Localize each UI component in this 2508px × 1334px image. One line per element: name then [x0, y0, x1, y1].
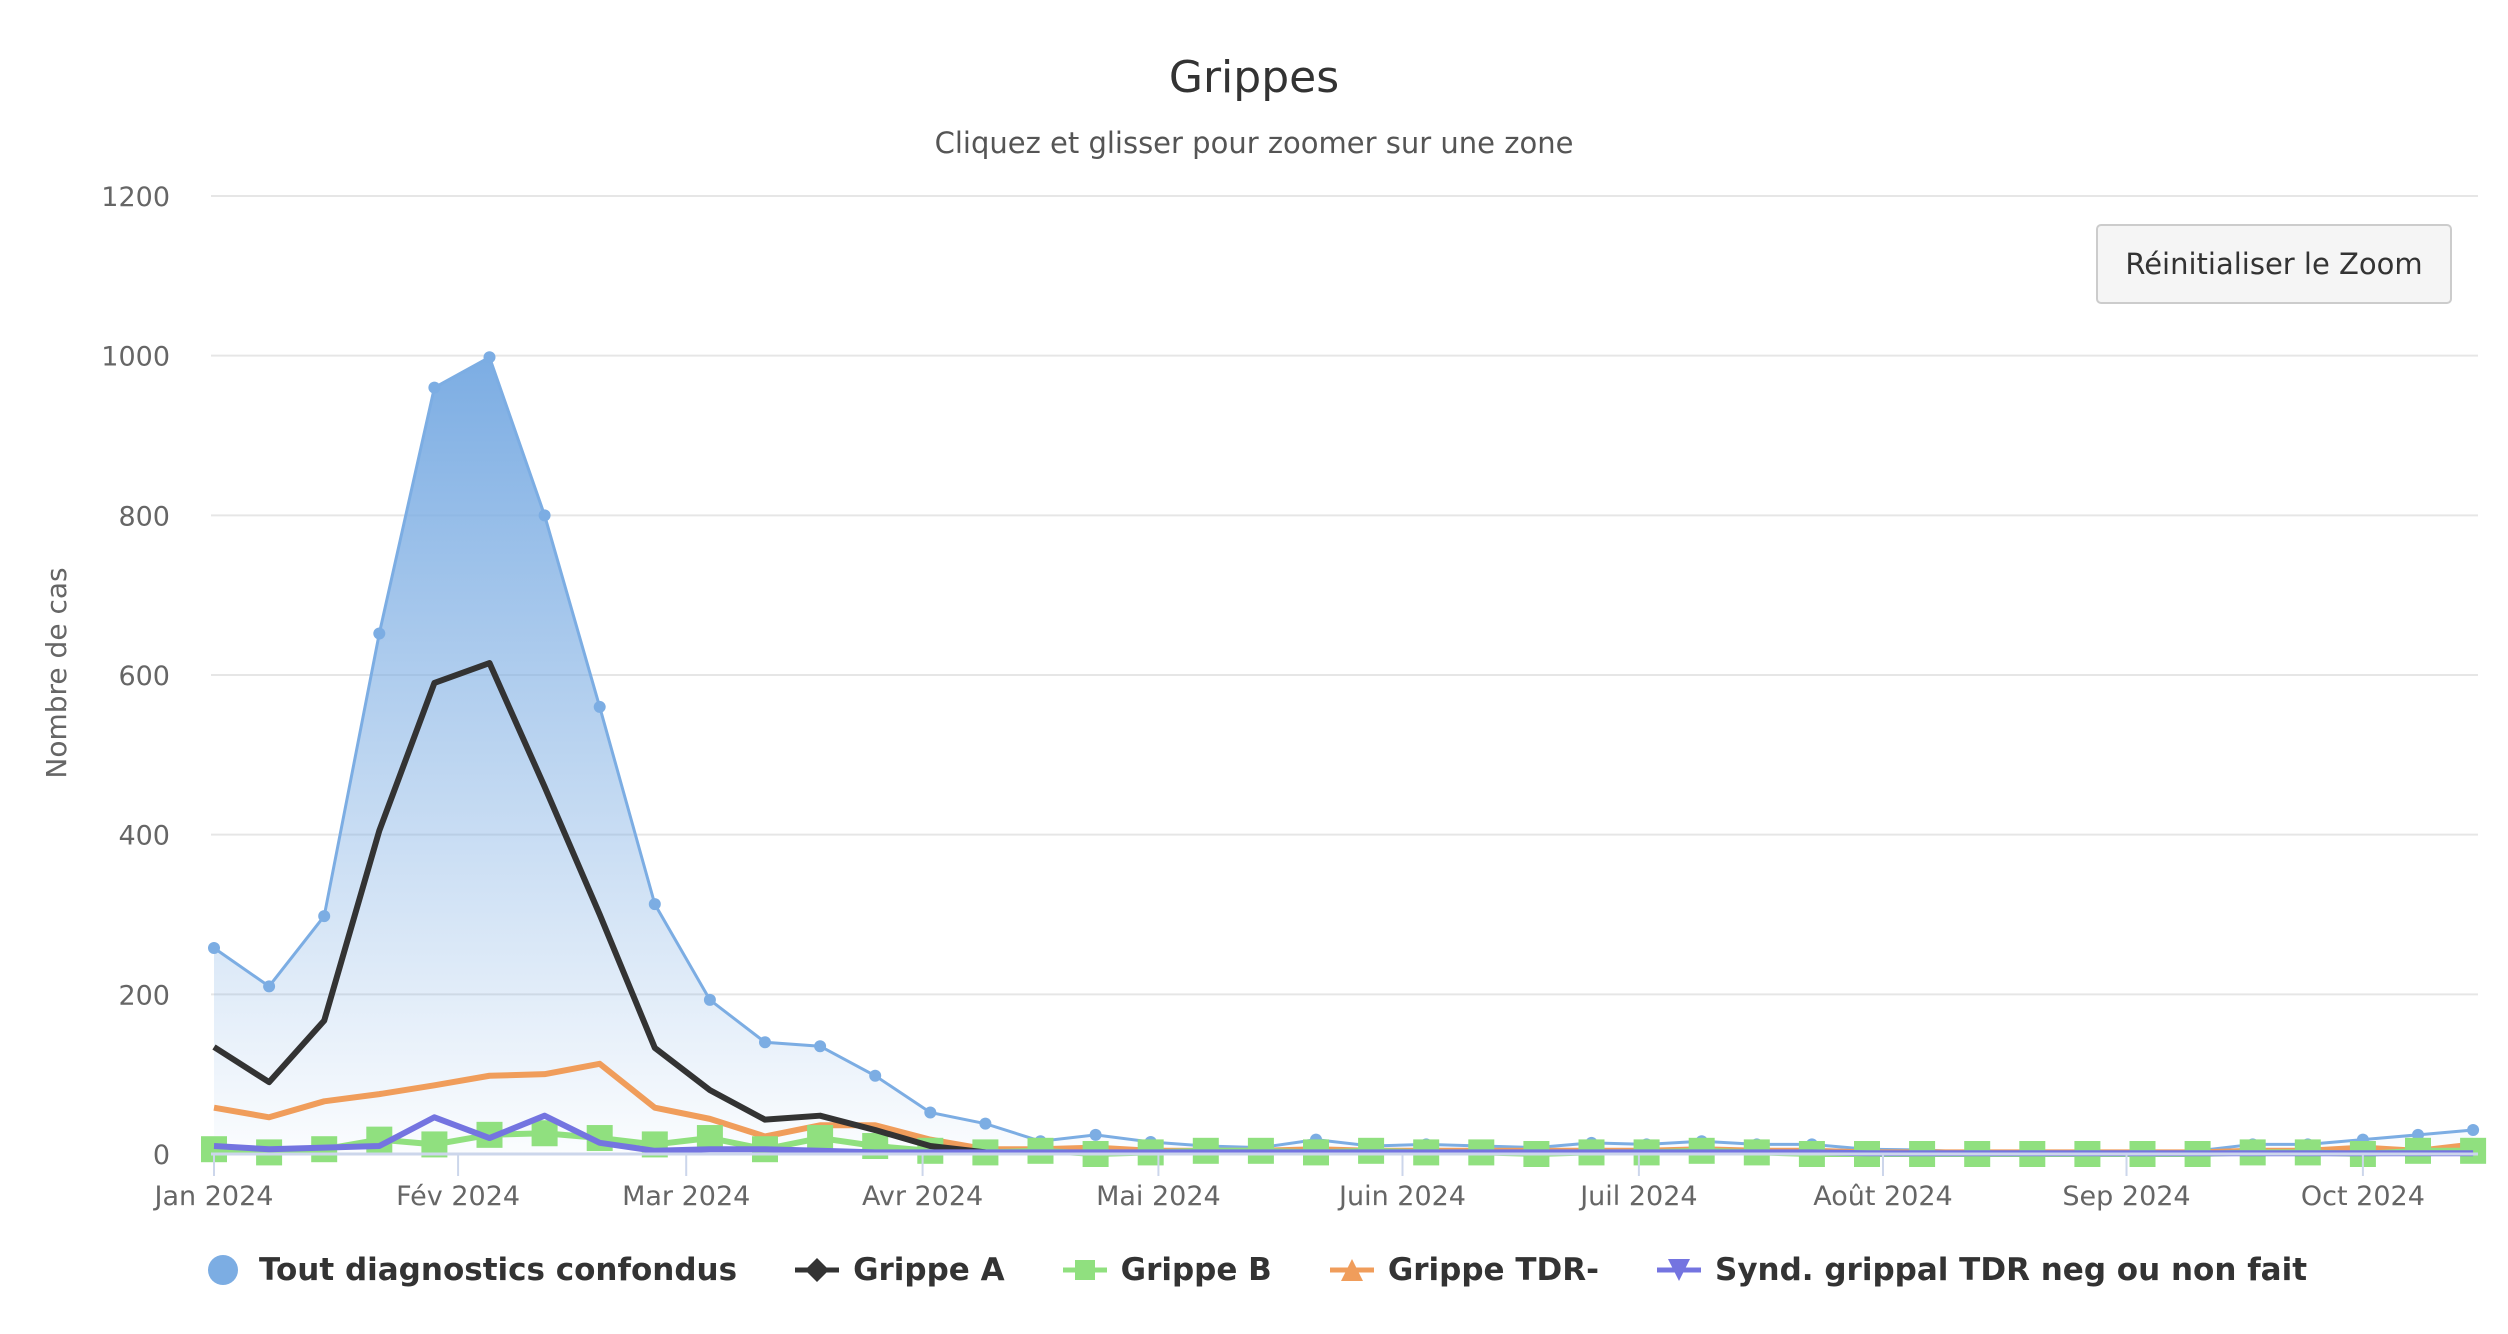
data-point[interactable] [648, 898, 661, 911]
data-point[interactable] [979, 1117, 992, 1130]
x-tick-label: Juin 2024 [1337, 1181, 1466, 1212]
data-point[interactable] [256, 1139, 283, 1166]
triangle-down-icon [1657, 1259, 1701, 1281]
x-axis: Jan 2024 Fév 2024 Mar 2024 Avr 2024 Mai 2024… [153, 1152, 2478, 1212]
data-point[interactable] [593, 700, 606, 713]
data-point[interactable] [373, 627, 386, 640]
y-axis-title: Nombre de cas [40, 567, 73, 778]
x-tick-label: Oct 2024 [2301, 1181, 2425, 1212]
reset-zoom-button[interactable]: Réinitialiser le Zoom [2096, 224, 2452, 304]
x-tick-label: Mai 2024 [1096, 1181, 1221, 1212]
series-layer [201, 351, 2487, 1167]
x-tick-label: Août 2024 [1813, 1181, 1953, 1212]
legend-label: Grippe B [1120, 1252, 1272, 1288]
series-area-tout-diagnostics [214, 357, 2474, 1155]
legend-item[interactable]: Grippe B [1062, 1252, 1272, 1288]
data-point[interactable] [538, 509, 551, 522]
diamond-icon [795, 1258, 840, 1282]
legend-label: Grippe TDR- [1387, 1252, 1599, 1288]
data-point[interactable] [531, 1120, 558, 1147]
legend-item[interactable]: Synd. grippal TDR neg ou non fait [1657, 1252, 2307, 1288]
data-point[interactable] [1089, 1128, 1102, 1141]
data-point[interactable] [759, 1036, 771, 1049]
data-point[interactable] [703, 993, 716, 1006]
legend-item[interactable]: Grippe TDR- [1329, 1252, 1599, 1288]
x-tick-label: Juil 2024 [1578, 1181, 1697, 1212]
x-tick-label: Fév 2024 [396, 1181, 520, 1212]
data-point[interactable] [318, 910, 331, 923]
y-tick-label: 400 [118, 821, 170, 852]
x-tick-label: Jan 2024 [153, 1181, 274, 1212]
legend-label: Grippe A [853, 1252, 1005, 1288]
data-point[interactable] [483, 351, 496, 364]
x-tick-label: Sep 2024 [2062, 1181, 2190, 1212]
data-point[interactable] [428, 381, 441, 394]
data-point[interactable] [807, 1125, 834, 1152]
data-point[interactable] [263, 980, 276, 993]
chart-title: Grippes [1168, 52, 1340, 103]
square-icon [1062, 1260, 1107, 1280]
chart-subtitle: Cliquez et glisser pour zoomer sur une z… [934, 126, 1574, 160]
circle-icon [207, 1255, 238, 1285]
series-line-grippe-a [212, 660, 986, 1156]
data-point[interactable] [814, 1040, 827, 1053]
y-tick-label: 800 [118, 501, 170, 532]
y-tick-label: 600 [118, 661, 170, 692]
x-tick-label: Avr 2024 [862, 1181, 983, 1212]
legend-item[interactable]: Tout diagnostics confondus [201, 1252, 737, 1288]
legend-item[interactable]: Grippe A [795, 1252, 1005, 1288]
triangle-icon [1329, 1259, 1374, 1281]
y-axis-ticks: 0 200 400 600 800 1000 1200 [101, 182, 170, 1171]
legend-label: Tout diagnostics confondus [258, 1252, 738, 1288]
data-point[interactable] [869, 1069, 882, 1082]
data-point[interactable] [2467, 1124, 2480, 1137]
y-tick-label: 1200 [101, 182, 170, 213]
data-point[interactable] [924, 1106, 937, 1119]
y-tick-label: 0 [153, 1140, 170, 1171]
y-tick-label: 200 [118, 980, 170, 1011]
data-point[interactable] [208, 942, 220, 955]
legend: Tout diagnostics confondus Grippe A Grippe… [0, 1252, 2508, 1288]
y-tick-label: 1000 [101, 342, 170, 373]
legend-label: Synd. grippal TDR neg ou non fait [1715, 1252, 2308, 1288]
x-tick-label: Mar 2024 [622, 1181, 750, 1212]
